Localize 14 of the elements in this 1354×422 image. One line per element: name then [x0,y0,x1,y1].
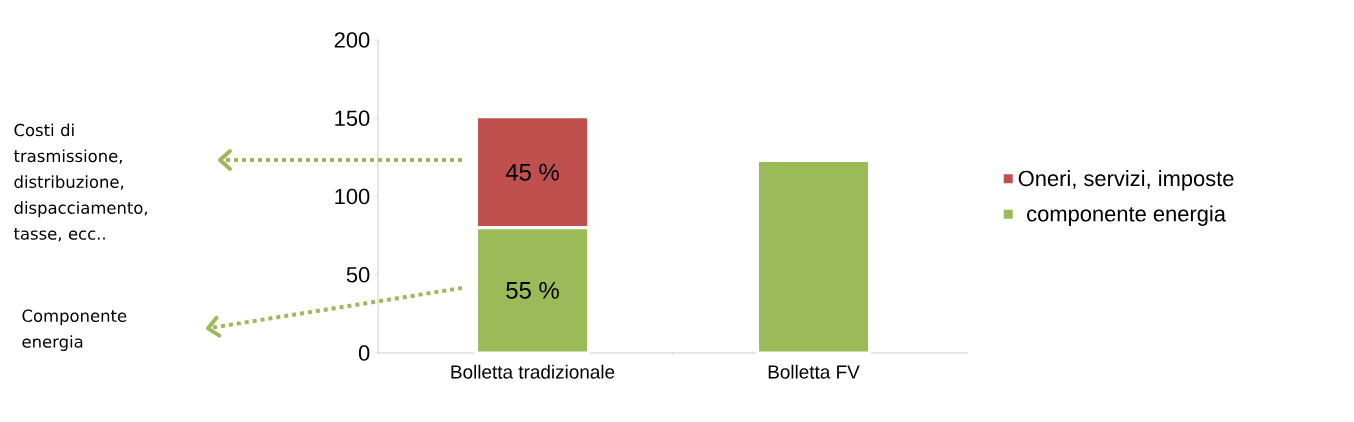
y-tick-label: 150 [335,110,370,127]
x-tick-label: Bolletta tradizionale [451,364,615,379]
text: Costi di trasmissione, distribuzione, dispacciamento, tasse, ecc.. [13,123,148,242]
x-tick-label: Bolletta FV [768,364,860,379]
legend-label: componente energia [1027,205,1226,226]
bar [755,159,871,355]
annotation: 55 % [506,281,559,299]
y-tick-label: 100 [335,188,370,205]
annotation: 45 % [505,163,559,181]
legend-label: Oneri, servizi, imposte [1018,170,1234,191]
y-tick-label: 50 [346,266,370,283]
text: Componente energia [22,309,127,352]
y-tick-label: 200 [334,32,370,48]
y-tick-label: 0 [358,345,370,361]
